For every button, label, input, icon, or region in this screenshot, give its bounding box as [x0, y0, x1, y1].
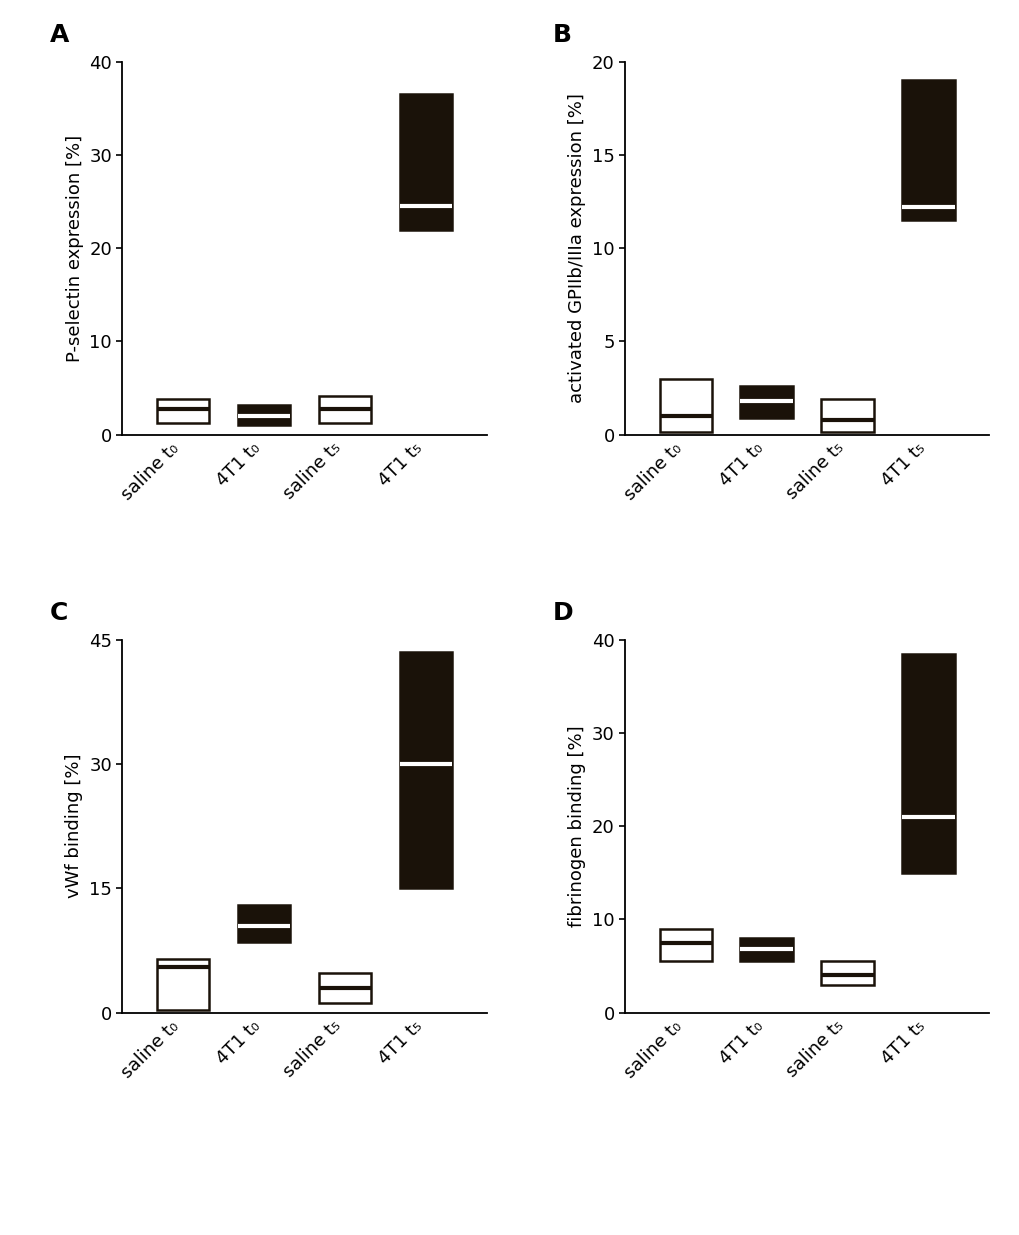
Bar: [399, 94, 451, 230]
Y-axis label: vWf binding [%]: vWf binding [%]: [65, 755, 84, 899]
Bar: [659, 379, 711, 432]
Bar: [399, 652, 451, 888]
Y-axis label: activated GPIIb/IIIa expression [%]: activated GPIIb/IIIa expression [%]: [568, 94, 586, 403]
Bar: [659, 929, 711, 961]
Y-axis label: fibrinogen binding [%]: fibrinogen binding [%]: [568, 725, 586, 927]
Y-axis label: P-selectin expression [%]: P-selectin expression [%]: [65, 135, 84, 362]
Bar: [740, 387, 793, 417]
Bar: [902, 653, 954, 873]
Text: B: B: [551, 22, 571, 47]
Bar: [820, 399, 873, 432]
Text: D: D: [551, 601, 573, 625]
Bar: [318, 395, 371, 424]
Bar: [902, 80, 954, 220]
Bar: [740, 939, 793, 961]
Bar: [820, 961, 873, 984]
Bar: [157, 399, 209, 424]
Text: C: C: [50, 601, 68, 625]
Bar: [237, 405, 290, 425]
Bar: [157, 958, 209, 1010]
Bar: [237, 905, 290, 942]
Text: A: A: [50, 22, 69, 47]
Bar: [318, 973, 371, 1003]
